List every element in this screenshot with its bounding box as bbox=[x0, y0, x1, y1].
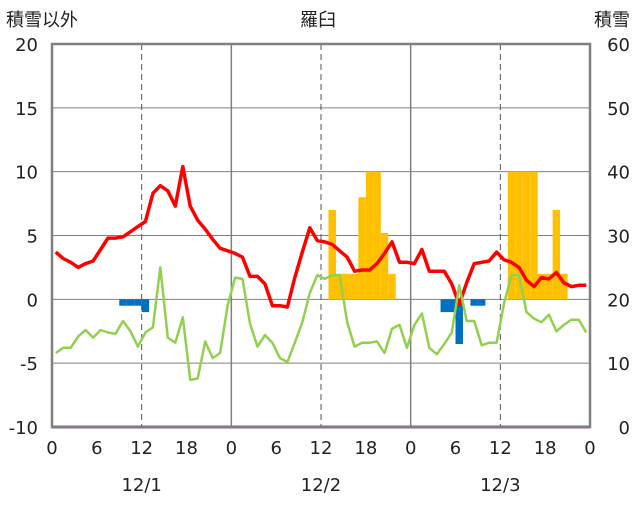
x-tick-label: 6 bbox=[450, 438, 461, 459]
right-tick-label: 40 bbox=[607, 163, 630, 184]
right-tick-label: 20 bbox=[607, 290, 630, 311]
x-tick-label: 6 bbox=[270, 438, 281, 459]
snowfall-bar bbox=[507, 171, 516, 300]
x-tick-label: 12 bbox=[130, 438, 153, 459]
right-tick-label: 0 bbox=[619, 418, 630, 439]
snowfall-bar bbox=[365, 171, 374, 300]
right-tick-label: 10 bbox=[607, 354, 630, 375]
x-tick-label: 0 bbox=[405, 438, 416, 459]
right-tick-label: 50 bbox=[607, 99, 630, 120]
x-tick-label: 18 bbox=[534, 438, 557, 459]
snowfall-bar bbox=[350, 273, 359, 300]
snowfall-bar bbox=[522, 171, 531, 300]
snowfall-bar bbox=[545, 273, 553, 300]
left-tick-label: 20 bbox=[15, 35, 38, 56]
bar-layer bbox=[119, 171, 568, 345]
snowfall-bar bbox=[358, 197, 366, 300]
negative-bar bbox=[448, 299, 456, 313]
left-tick-label: 15 bbox=[15, 99, 38, 120]
right-tick-label: 60 bbox=[607, 35, 630, 56]
left-tick-label: -5 bbox=[20, 354, 38, 375]
chart-title: 羅臼 bbox=[300, 10, 336, 31]
snowfall-bar bbox=[388, 273, 396, 300]
snowfall-bar bbox=[530, 171, 538, 300]
negative-bar bbox=[477, 299, 486, 306]
snowfall-bar bbox=[373, 171, 381, 300]
negative-bar bbox=[119, 299, 127, 306]
right-axis-label: 積雪 bbox=[594, 10, 630, 31]
snowfall-bar bbox=[515, 171, 523, 300]
left-tick-label: 5 bbox=[27, 227, 38, 248]
left-tick-label: 10 bbox=[15, 163, 38, 184]
snowfall-bar bbox=[328, 209, 336, 300]
right-tick-label: 30 bbox=[607, 227, 630, 248]
red-series-line bbox=[54, 164, 587, 309]
snowfall-bar bbox=[537, 273, 546, 300]
snowfall-bar bbox=[335, 273, 344, 300]
date-label: 12/2 bbox=[301, 475, 341, 496]
snowfall-bar bbox=[380, 232, 389, 300]
negative-bar bbox=[134, 299, 142, 306]
frame-layer bbox=[50, 42, 592, 429]
left-tick-label: -10 bbox=[9, 418, 38, 439]
snowfall-bar bbox=[560, 273, 568, 300]
negative-bar bbox=[126, 299, 135, 306]
snowfall-bar bbox=[343, 273, 351, 300]
x-tick-label: 12 bbox=[310, 438, 333, 459]
date-label: 12/3 bbox=[480, 475, 520, 496]
negative-bar bbox=[455, 299, 463, 345]
left-axis-label: 積雪以外 bbox=[6, 10, 78, 31]
x-tick-label: 6 bbox=[91, 438, 102, 459]
x-tick-label: 0 bbox=[584, 438, 595, 459]
negative-bar bbox=[440, 299, 449, 313]
negative-bar bbox=[470, 299, 478, 306]
green-series-line bbox=[54, 266, 588, 382]
snowfall-bar bbox=[552, 209, 561, 300]
x-tick-label: 0 bbox=[46, 438, 57, 459]
x-tick-label: 18 bbox=[175, 438, 198, 459]
x-tick-label: 0 bbox=[226, 438, 237, 459]
negative-bar bbox=[141, 299, 150, 313]
plot-frame bbox=[50, 42, 592, 429]
x-tick-label: 18 bbox=[354, 438, 377, 459]
left-tick-label: 0 bbox=[27, 290, 38, 311]
date-label: 12/1 bbox=[121, 475, 161, 496]
x-tick-label: 12 bbox=[489, 438, 512, 459]
